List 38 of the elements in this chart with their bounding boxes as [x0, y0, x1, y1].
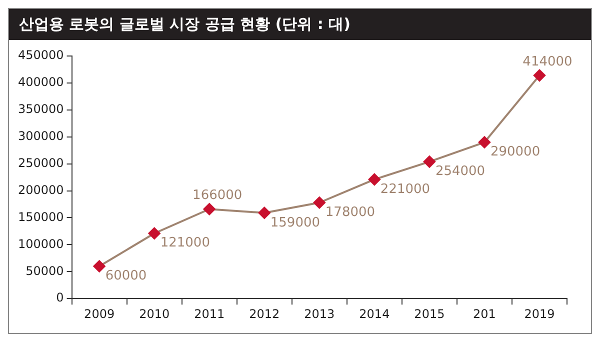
data-label: 166000 [192, 188, 242, 203]
y-tick-label: 50000 [26, 264, 64, 278]
data-label: 178000 [325, 205, 376, 220]
x-tick-label: 2013 [304, 306, 335, 321]
data-label: 290000 [490, 144, 540, 160]
y-tick-label: 450000 [18, 48, 64, 62]
x-tick-label: 2015 [414, 306, 445, 321]
point [478, 136, 490, 148]
point [368, 173, 380, 186]
point [148, 227, 160, 240]
y-tick-label: 200000 [18, 182, 64, 197]
data-label: 60000 [105, 268, 147, 284]
y-tick-label: 150000 [18, 210, 64, 224]
y-tick-label: 250000 [18, 156, 64, 170]
x-tick-label: 2012 [249, 306, 280, 321]
point [533, 69, 546, 82]
x-tick-label: 201 [473, 306, 496, 321]
data-label: 159000 [270, 215, 320, 230]
data-label: 121000 [160, 236, 210, 251]
point [423, 156, 436, 168]
x-tick-label: 2011 [194, 306, 225, 321]
y-tick-label: 400000 [18, 75, 64, 90]
point [313, 196, 326, 209]
chart-title: 산업용 로봇의 글로벌 시장 공급 현황 (단위 : 대) [9, 9, 591, 40]
point [258, 206, 270, 219]
x-tick-label: 2009 [84, 306, 115, 321]
y-tick-label: 100000 [18, 236, 64, 251]
point [203, 203, 216, 216]
data-label: 221000 [380, 182, 430, 197]
data-label: 254000 [435, 164, 486, 180]
y-tick-label: 350000 [18, 102, 64, 116]
x-tick-label: 2014 [359, 306, 390, 321]
y-tick-label: 300000 [18, 128, 64, 143]
x-tick-label: 2010 [139, 306, 170, 321]
x-tick-label: 2019 [524, 306, 555, 321]
data-label: 414000 [522, 54, 572, 70]
y-tick-label: 0 [56, 290, 64, 305]
point [93, 260, 106, 272]
